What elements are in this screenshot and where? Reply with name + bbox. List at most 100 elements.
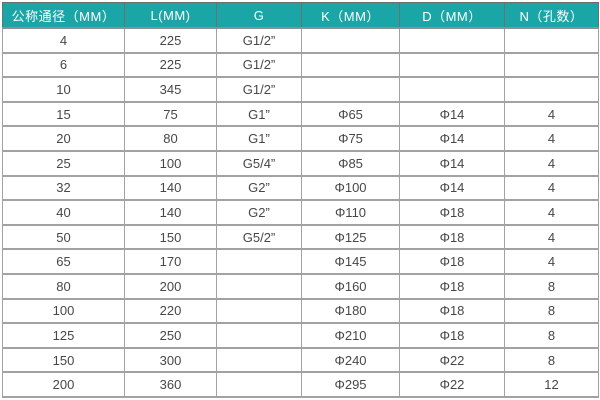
table-cell: [216, 346, 302, 374]
table-cell: 4: [504, 100, 599, 128]
table-cell: 200: [2, 371, 125, 398]
table-cell: 80: [2, 272, 125, 300]
table-cell: G5/2”: [216, 223, 302, 251]
table-cell: Φ240: [301, 346, 400, 374]
table-cell: Φ18: [399, 248, 505, 275]
table-cell: 140: [124, 174, 217, 202]
table-cell: Φ18: [399, 322, 505, 349]
table-row: 20 80 G1” Φ75 Φ14 4: [2, 125, 599, 152]
table-cell: 4: [504, 248, 599, 275]
table-cell: Φ110: [301, 199, 400, 226]
table-row: 65 170 Φ145 Φ18 4: [2, 248, 599, 275]
table-cell: Φ145: [301, 248, 400, 275]
table-cell: Φ18: [399, 199, 505, 226]
table-cell: 140: [124, 199, 217, 226]
table-row: 4 225 G1/2”: [2, 27, 599, 54]
column-header: 公称通径（MM）: [2, 2, 125, 29]
table-cell: G1/2”: [216, 76, 302, 103]
table-cell: 8: [504, 272, 599, 300]
column-header: K（MM）: [301, 2, 400, 29]
table-cell: Φ75: [301, 125, 400, 152]
table-cell: [216, 322, 302, 349]
table-cell: 100: [124, 149, 217, 177]
table-row: 150 300 Φ240 Φ22 8: [2, 346, 599, 374]
table-cell: Φ295: [301, 371, 400, 398]
header-row: 公称通径（MM） L(MM) G K（MM） D（MM） N（孔数）: [2, 2, 599, 29]
table-cell: [301, 76, 400, 103]
table-cell: [504, 76, 599, 103]
table-cell: [399, 51, 505, 79]
table-row: 6 225 G1/2”: [2, 51, 599, 79]
table-cell: [216, 248, 302, 275]
table-cell: 80: [124, 125, 217, 152]
table-row: 200 360 Φ295 Φ22 12: [2, 371, 599, 398]
table-body: 4 225 G1/2” 6 225 G1/2” 10 345 G1/2” 15 75 G1” Φ65 Φ1…: [2, 27, 599, 398]
table-cell: 100: [2, 297, 125, 325]
table-cell: [301, 51, 400, 79]
table-cell: 4: [504, 174, 599, 202]
table-cell: 345: [124, 76, 217, 103]
table-cell: Φ100: [301, 174, 400, 202]
table-cell: G1/2”: [216, 51, 302, 79]
column-header: L(MM): [124, 2, 217, 29]
table-cell: 50: [2, 223, 125, 251]
table-row: 100 220 Φ180 Φ18 8: [2, 297, 599, 325]
table-row: 15 75 G1” Φ65 Φ14 4: [2, 100, 599, 128]
table-cell: Φ18: [399, 272, 505, 300]
column-header: D（MM）: [399, 2, 505, 29]
table-cell: 25: [2, 149, 125, 177]
table-row: 50 150 G5/2” Φ125 Φ18 4: [2, 223, 599, 251]
table-cell: 225: [124, 51, 217, 79]
column-header: G: [216, 2, 302, 29]
table-cell: 6: [2, 51, 125, 79]
table-cell: [216, 272, 302, 300]
table-cell: 300: [124, 346, 217, 374]
table-cell: [504, 27, 599, 54]
table-cell: Φ125: [301, 223, 400, 251]
table-cell: Φ65: [301, 100, 400, 128]
table-cell: 10: [2, 76, 125, 103]
table-cell: Φ22: [399, 346, 505, 374]
table-cell: Φ18: [399, 297, 505, 325]
table-cell: 4: [504, 125, 599, 152]
table-cell: G1”: [216, 100, 302, 128]
table-cell: 220: [124, 297, 217, 325]
table-cell: 75: [124, 100, 217, 128]
table-cell: G5/4”: [216, 149, 302, 177]
table-cell: G2”: [216, 199, 302, 226]
table-cell: 15: [2, 100, 125, 128]
table-cell: [399, 76, 505, 103]
table-cell: 150: [124, 223, 217, 251]
table-cell: Φ210: [301, 322, 400, 349]
table-cell: Φ14: [399, 149, 505, 177]
table-cell: G1/2”: [216, 27, 302, 54]
table-cell: Φ85: [301, 149, 400, 177]
table-row: 10 345 G1/2”: [2, 76, 599, 103]
table-cell: 170: [124, 248, 217, 275]
table-cell: 4: [2, 27, 125, 54]
column-header: N（孔数）: [504, 2, 599, 29]
table-row: 80 200 Φ160 Φ18 8: [2, 272, 599, 300]
table-cell: Φ180: [301, 297, 400, 325]
table-cell: Φ14: [399, 125, 505, 152]
table-cell: 65: [2, 248, 125, 275]
table-cell: 32: [2, 174, 125, 202]
table-cell: G2”: [216, 174, 302, 202]
table-cell: 8: [504, 346, 599, 374]
table-cell: Φ14: [399, 100, 505, 128]
table-cell: 12: [504, 371, 599, 398]
table-cell: 20: [2, 125, 125, 152]
table-cell: G1”: [216, 125, 302, 152]
table-cell: 40: [2, 199, 125, 226]
table-row: 25 100 G5/4” Φ85 Φ14 4: [2, 149, 599, 177]
table-row: 32 140 G2” Φ100 Φ14 4: [2, 174, 599, 202]
table-row: 40 140 G2” Φ110 Φ18 4: [2, 199, 599, 226]
table-cell: Φ22: [399, 371, 505, 398]
table-cell: 4: [504, 149, 599, 177]
table-cell: 250: [124, 322, 217, 349]
table-cell: 125: [2, 322, 125, 349]
table-cell: 360: [124, 371, 217, 398]
table-row: 125 250 Φ210 Φ18 8: [2, 322, 599, 349]
